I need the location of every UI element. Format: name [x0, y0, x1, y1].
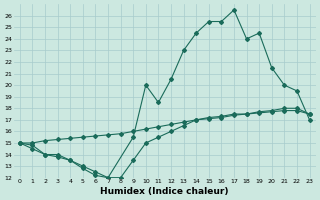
X-axis label: Humidex (Indice chaleur): Humidex (Indice chaleur)	[100, 187, 229, 196]
